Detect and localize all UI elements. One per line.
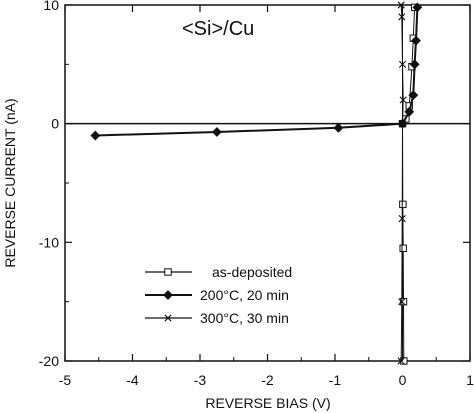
x-tick-label: -1	[329, 372, 342, 388]
x-tick-label: -2	[261, 372, 274, 388]
x-tick-label: -5	[59, 372, 72, 388]
series-3	[397, 1, 407, 365]
data-point	[412, 2, 423, 13]
legend: as-deposited 200°C, 20 min 300°C, 30 min	[145, 264, 292, 326]
plot-area	[64, 4, 471, 362]
plot-frame	[64, 4, 471, 362]
x-tick-label: 0	[399, 372, 407, 388]
legend-item: as-deposited	[145, 264, 292, 280]
series-line	[95, 7, 419, 137]
legend-label: 200°C, 20 min	[200, 287, 289, 303]
legend-item: 200°C, 20 min	[145, 287, 289, 303]
y-axis-title: REVERSE CURRENT (nA)	[2, 98, 18, 267]
legend-item: 300°C, 30 min	[145, 310, 289, 326]
data-point	[411, 35, 421, 46]
legend-swatch-marker	[164, 268, 172, 276]
y-tick-label: 10	[43, 0, 59, 13]
data-point	[90, 130, 101, 141]
legend-swatch-marker	[163, 290, 173, 300]
data-point	[398, 60, 407, 68]
data-point	[399, 200, 407, 209]
y-tick-label: -20	[39, 353, 59, 369]
data-point	[398, 120, 407, 128]
y-tick-label: -10	[39, 234, 59, 250]
data-point	[211, 127, 222, 137]
data-point	[404, 106, 415, 117]
x-tick-label: -4	[126, 372, 139, 388]
data-point	[397, 1, 405, 9]
legend-swatch-marker	[164, 314, 172, 322]
x-tick-label: -3	[194, 372, 207, 388]
series-layer	[90, 1, 423, 365]
data-point	[408, 90, 419, 101]
x-tick-label: 1	[466, 372, 474, 388]
series-2	[90, 2, 423, 141]
data-point	[397, 357, 405, 365]
data-point	[398, 298, 406, 306]
data-point	[333, 122, 344, 133]
series-line	[400, 4, 404, 362]
data-point	[399, 96, 407, 104]
data-point	[398, 215, 406, 223]
data-point	[399, 244, 407, 252]
y-tick-label: 0	[51, 116, 59, 132]
legend-label: as-deposited	[212, 264, 292, 280]
x-axis-title: REVERSE BIAS (V)	[205, 395, 330, 411]
chart-title: <Si>/Cu	[182, 18, 254, 40]
data-point	[399, 297, 408, 306]
data-point	[398, 13, 406, 21]
data-point	[409, 59, 420, 70]
legend-label: 300°C, 30 min	[200, 310, 289, 326]
series-line	[401, 7, 416, 362]
